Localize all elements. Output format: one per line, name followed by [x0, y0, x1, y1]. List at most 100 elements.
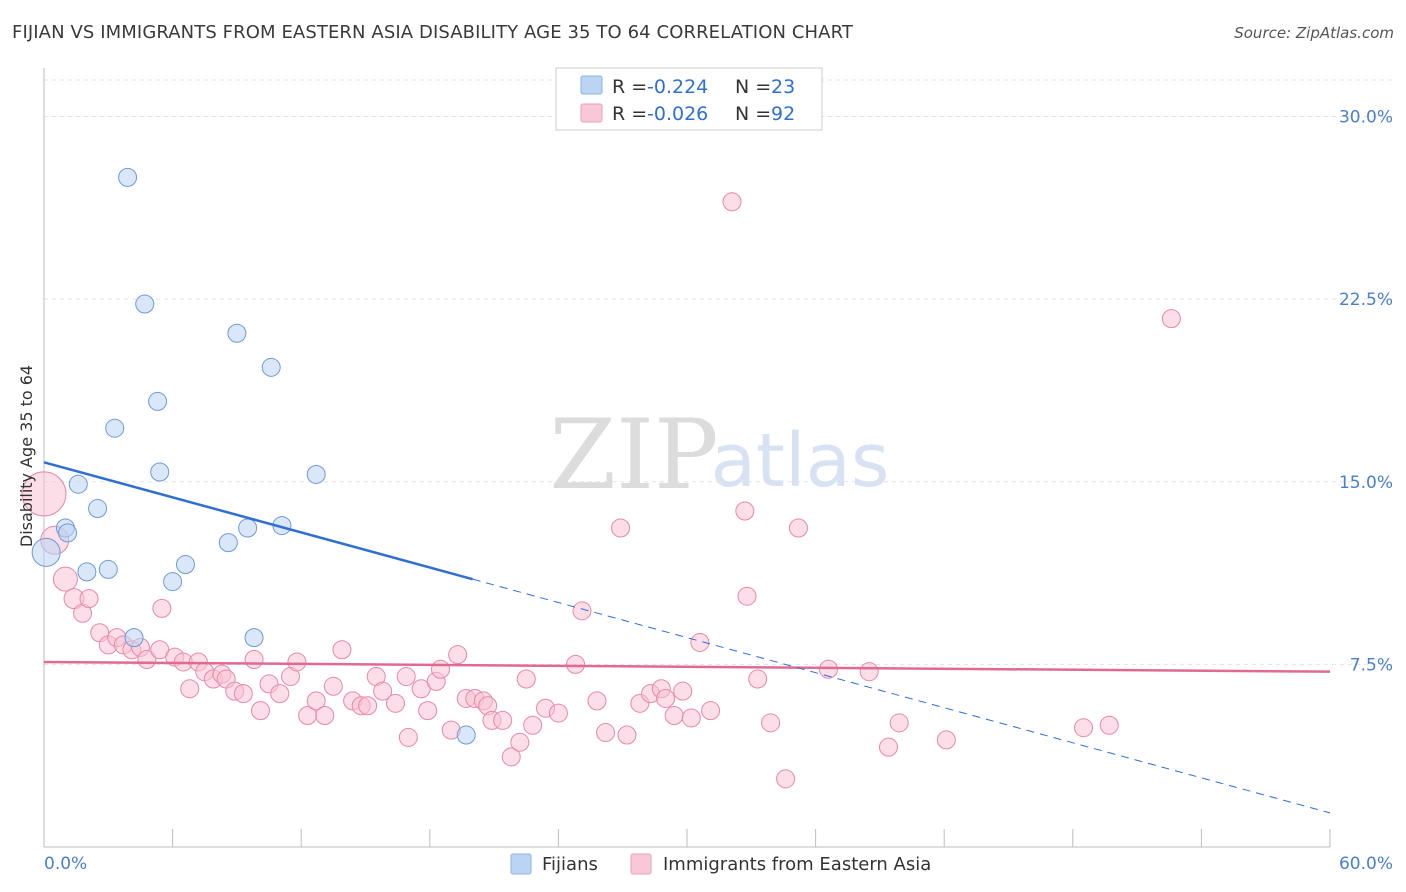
fijian-point: [244, 628, 264, 648]
asia-point: [596, 723, 616, 743]
fijian-point: [68, 474, 88, 494]
asia-point: [510, 732, 530, 752]
asia-point: [664, 706, 684, 726]
y-tick-label: 22.5%: [1339, 290, 1393, 310]
y-tick-label: 15.0%: [1339, 473, 1393, 493]
legend-swatch-fijians: [580, 75, 603, 95]
asia-point: [572, 601, 592, 621]
asia-point: [431, 659, 451, 679]
asia-point: [681, 708, 701, 728]
x-tick-min: 0.0%: [44, 854, 87, 874]
asia-point: [358, 696, 378, 716]
series-fijians: [31, 167, 476, 745]
asia-point: [152, 598, 172, 618]
fijian-point: [218, 533, 238, 553]
fijian-point: [105, 418, 125, 438]
fijian-point: [148, 391, 168, 411]
asia-point: [936, 730, 956, 750]
asia-point: [737, 586, 757, 606]
asia-point: [523, 715, 543, 735]
asia-point: [244, 650, 264, 670]
x-tick-max: 60.0%: [1339, 854, 1393, 874]
axes: [43, 68, 1331, 848]
legend-bottom: Fijians Immigrants from Eastern Asia: [510, 853, 931, 875]
asia-point: [233, 684, 253, 704]
fijian-point: [31, 537, 61, 567]
asia-point: [722, 192, 742, 212]
chart-title: FIJIAN VS IMMIGRANTS FROM EASTERN ASIA D…: [12, 22, 853, 43]
legend-bottom-fijians: Fijians: [542, 854, 598, 875]
fijian-point: [150, 462, 170, 482]
asia-point: [180, 679, 200, 699]
chart-source: Source: ZipAtlas.com: [1234, 24, 1394, 42]
y-tick-label: 30.0%: [1339, 108, 1393, 128]
fijian-point: [306, 464, 326, 484]
asia-point: [748, 669, 768, 689]
asia-point: [690, 632, 710, 652]
asia-point: [617, 725, 637, 745]
watermark-atlas: atlas: [711, 418, 890, 504]
series-immigrants-eastern-asia: [21, 192, 1181, 789]
legend-n-label: N =: [735, 103, 777, 125]
legend-r-value: -0.026: [647, 103, 708, 125]
asia-point: [1099, 715, 1119, 735]
asia-point: [250, 701, 270, 721]
fijian-point: [88, 499, 108, 519]
asia-point: [818, 659, 838, 679]
fijian-trend-line: [43, 461, 473, 581]
asia-point: [21, 471, 67, 517]
asia-point: [587, 691, 607, 711]
y-tick-label: 7.5%: [1350, 655, 1393, 675]
fijian-point: [58, 523, 78, 543]
y-axis-label: Disability Age 35 to 64: [17, 365, 36, 547]
legend-r-label: R =: [612, 103, 653, 125]
asia-point: [889, 713, 909, 733]
fijian-point: [175, 555, 195, 575]
watermark-zip: ZIP: [549, 399, 718, 511]
legend-swatch-asia: [580, 103, 603, 123]
asia-point: [79, 589, 99, 609]
asia-point: [287, 652, 307, 672]
fijian-point: [227, 323, 247, 343]
legend-r-value: -0.224: [647, 76, 708, 98]
asia-point: [332, 640, 352, 660]
asia-point: [566, 654, 586, 674]
legend-n-label: N =: [735, 76, 777, 98]
y-tick-labels: 7.5% 15.0% 22.5% 30.0%: [1339, 108, 1393, 676]
asia-point: [323, 676, 343, 696]
asia-point: [52, 566, 78, 592]
fijian-point: [118, 167, 138, 187]
asia-point: [448, 645, 468, 665]
trend-lines: [43, 461, 1331, 814]
fijian-point: [261, 357, 281, 377]
legend-bottom-swatch-asia: [630, 853, 652, 875]
fijian-point: [77, 562, 97, 582]
asia-point: [306, 691, 326, 711]
asia-point: [516, 669, 536, 689]
fijian-point: [98, 559, 118, 579]
fijian-point: [238, 518, 258, 538]
asia-point: [373, 681, 393, 701]
asia-point: [611, 518, 631, 538]
asia-point: [493, 710, 513, 730]
asia-point: [418, 701, 438, 721]
asia-point: [776, 769, 796, 789]
asia-point: [1161, 309, 1181, 329]
legend-r-label: R =: [612, 76, 653, 98]
asia-point: [386, 693, 406, 713]
asia-point: [761, 713, 781, 733]
legend-top: R = -0.224 N = 23 R = -0.026 N = 92: [555, 67, 823, 131]
asia-point: [501, 747, 521, 767]
asia-trend-line: [43, 660, 1331, 673]
asia-point: [735, 501, 755, 521]
asia-point: [656, 688, 676, 708]
asia-point: [398, 727, 418, 747]
asia-point: [878, 737, 898, 757]
legend-n-value: 92: [771, 103, 795, 125]
fijian-point: [135, 294, 155, 314]
fijian-point: [456, 725, 476, 745]
fijian-point: [124, 628, 144, 648]
asia-point: [396, 667, 416, 687]
grid-lines: [44, 79, 1392, 665]
